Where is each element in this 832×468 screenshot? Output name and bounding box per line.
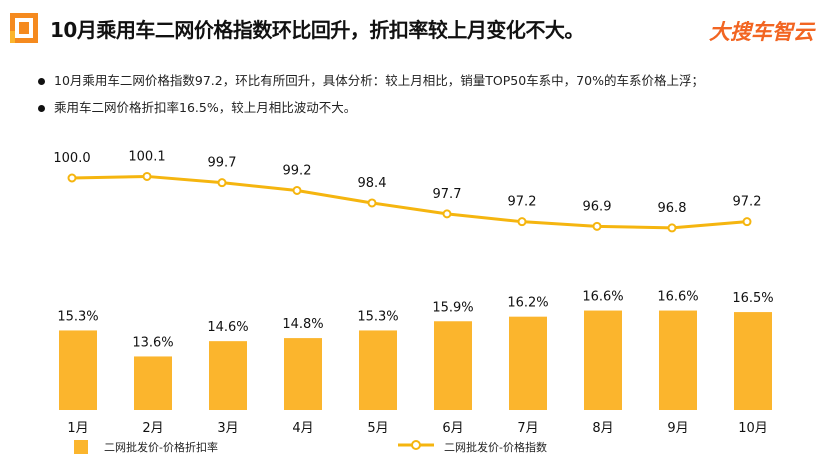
line-point [517,217,527,227]
bar [209,341,247,410]
bar [584,310,622,410]
x-tick-label: 10月 [738,421,768,436]
page-title: 10月乘用车二网价格指数环比回升，折扣率较上月变化不大。 [50,18,584,42]
line-point [742,217,752,227]
line-point [142,171,152,181]
bar [59,330,97,410]
bar [509,316,547,410]
line-data-label: 97.7 [433,187,462,202]
bar-data-label: 16.6% [582,290,623,305]
legend-line-swatch [398,440,434,450]
line-point [667,223,677,233]
bar [284,338,322,410]
legend-bar-label: 二网批发价-价格折扣率 [104,441,218,454]
bullet-point: 10月乘用车二网价格指数97.2，环比有所回升，具体分析：较上月相比，销量TOP… [38,70,704,89]
bar-data-label: 16.6% [657,290,698,305]
line-point [67,173,77,183]
line-data-label: 99.7 [208,156,237,171]
bar [434,321,472,410]
line-point [442,209,452,219]
x-tick-label: 3月 [217,421,238,436]
bar [359,330,397,410]
line-data-label: 97.2 [508,195,537,210]
x-tick-label: 2月 [142,421,163,436]
line-point [367,198,377,208]
x-tick-label: 8月 [592,421,613,436]
index-line [71,174,748,230]
line-data-label: 96.8 [658,201,687,216]
line-point [292,185,302,195]
bar-data-label: 14.8% [282,317,323,332]
line-data-label: 96.9 [583,199,612,214]
x-tick-label: 9月 [667,421,688,436]
line-data-label: 97.2 [733,195,762,210]
x-tick-label: 7月 [517,421,538,436]
line-data-label: 99.2 [283,163,312,178]
legend-bar-swatch [74,440,88,454]
x-tick-label: 6月 [442,421,463,436]
bar-data-label: 14.6% [207,320,248,335]
bar-data-label: 16.2% [507,296,548,311]
bar-data-label: 13.6% [132,335,173,350]
bar [134,356,172,410]
bar-data-label: 16.5% [732,291,773,306]
line-data-label: 100.0 [53,151,90,166]
legend-line-label: 二网批发价-价格指数 [444,441,547,454]
bar [659,310,697,410]
bar [734,312,772,410]
logo-icon [10,13,38,43]
line-point [592,221,602,231]
x-tick-label: 1月 [67,421,88,436]
x-tick-label: 5月 [367,421,388,436]
line-point [217,178,227,188]
bar-data-label: 15.3% [357,309,398,324]
bullet-point: 乘用车二网价格折扣率16.5%，较上月相比波动不大。 [38,97,356,116]
brand-logo: 大搜车智云 [709,20,814,44]
x-tick-label: 4月 [292,421,313,436]
bar-data-label: 15.3% [57,309,98,324]
line-data-label: 100.1 [128,149,165,164]
bar-data-label: 15.9% [432,300,473,315]
line-data-label: 98.4 [358,176,387,191]
